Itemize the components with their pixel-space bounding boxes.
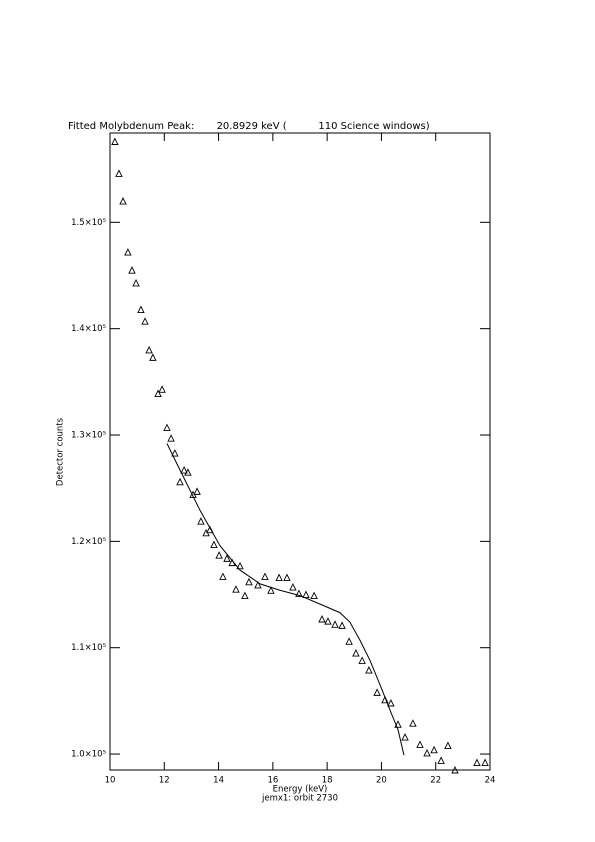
data-point: [444, 741, 452, 749]
x-tick-label: 22: [430, 776, 441, 786]
data-point: [193, 487, 201, 495]
data-point: [158, 385, 166, 393]
y-tick-label: 1.3×10⁵: [71, 431, 106, 441]
y-tick-label: 1.1×10⁵: [71, 643, 106, 653]
data-point: [254, 580, 262, 589]
data-point: [289, 583, 297, 591]
y-axis-label: Detector counts: [56, 417, 66, 486]
data-point: [167, 434, 175, 442]
data-point: [318, 614, 326, 623]
data-point: [437, 756, 445, 764]
data-point: [310, 591, 318, 600]
data-point: [245, 577, 253, 586]
data-point: [409, 719, 417, 727]
x-tick-label: 18: [322, 776, 333, 786]
data-point: [401, 733, 409, 741]
x-tick-label: 20: [376, 776, 387, 786]
data-point: [387, 698, 395, 707]
data-point: [223, 554, 231, 562]
data-point: [232, 585, 240, 593]
x-tick-label: 24: [485, 776, 496, 786]
data-point: [119, 197, 127, 205]
plot-frame: [109, 132, 491, 771]
y-tick-label: 1.2×10⁵: [71, 537, 106, 547]
data-point: [345, 637, 353, 645]
data-point: [141, 317, 149, 325]
data-point: [416, 740, 424, 748]
x-tick-label: 14: [213, 776, 224, 786]
data-point: [430, 745, 438, 754]
data-point: [115, 169, 123, 177]
data-point: [373, 688, 381, 696]
data-point: [481, 758, 489, 767]
data-point: [197, 517, 205, 525]
data-point: [137, 305, 145, 313]
data-point: [176, 477, 184, 486]
data-point: [180, 466, 188, 474]
data-point: [261, 572, 269, 580]
data-point: [451, 765, 459, 774]
data-point: [275, 573, 283, 581]
data-point: [338, 621, 346, 629]
data-point: [295, 589, 303, 597]
data-point: [145, 345, 153, 354]
data-point: [154, 389, 162, 397]
data-point: [215, 551, 223, 559]
fit-line: [166, 443, 405, 756]
y-tick-label: 1.4×10⁵: [71, 324, 106, 334]
data-point: [331, 620, 339, 628]
data-point: [394, 720, 402, 728]
data-point: [473, 758, 481, 767]
data-point: [283, 573, 291, 581]
data-point: [302, 590, 310, 598]
data-point: [423, 748, 431, 757]
x-tick-label: 16: [267, 776, 278, 786]
x-tick-label: 10: [105, 776, 116, 786]
data-point: [210, 540, 218, 549]
data-point: [124, 248, 132, 256]
data-point: [171, 449, 179, 457]
data-point: [267, 586, 275, 594]
data-point: [111, 137, 119, 145]
data-point: [184, 468, 192, 476]
data-point: [358, 656, 366, 664]
data-point: [365, 666, 373, 674]
y-tick-label: 1.5×10⁵: [71, 218, 106, 228]
x-axis-label: Energy (keV): [273, 785, 328, 795]
data-point: [236, 561, 244, 570]
data-point: [241, 591, 249, 600]
x-tick-label: 12: [159, 776, 170, 786]
data-point: [132, 278, 140, 287]
data-point: [128, 266, 136, 274]
data-point: [352, 649, 360, 657]
y-tick-label: 1.0×10⁵: [71, 750, 106, 760]
data-point: [163, 423, 171, 432]
data-point: [149, 353, 157, 361]
data-point: [219, 572, 227, 580]
data-point: [324, 617, 332, 625]
subtitle: jemx1: orbit 2730: [261, 794, 338, 804]
chart-title: Fitted Molybdenum Peak: 20.8929 keV ( 11…: [68, 121, 430, 132]
